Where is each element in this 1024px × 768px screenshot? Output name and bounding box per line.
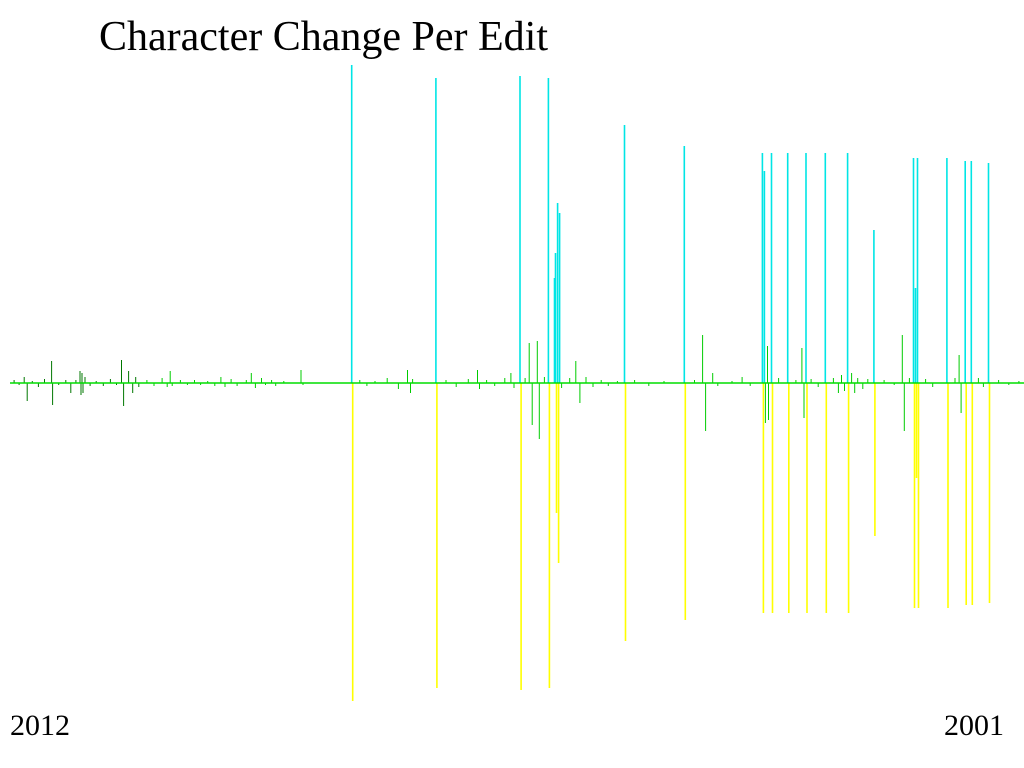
chart-title: Character Change Per Edit [99,14,548,60]
x-end-label: 2001 [944,709,1004,742]
x-start-label: 2012 [10,709,70,742]
bars-layer [13,65,1020,701]
